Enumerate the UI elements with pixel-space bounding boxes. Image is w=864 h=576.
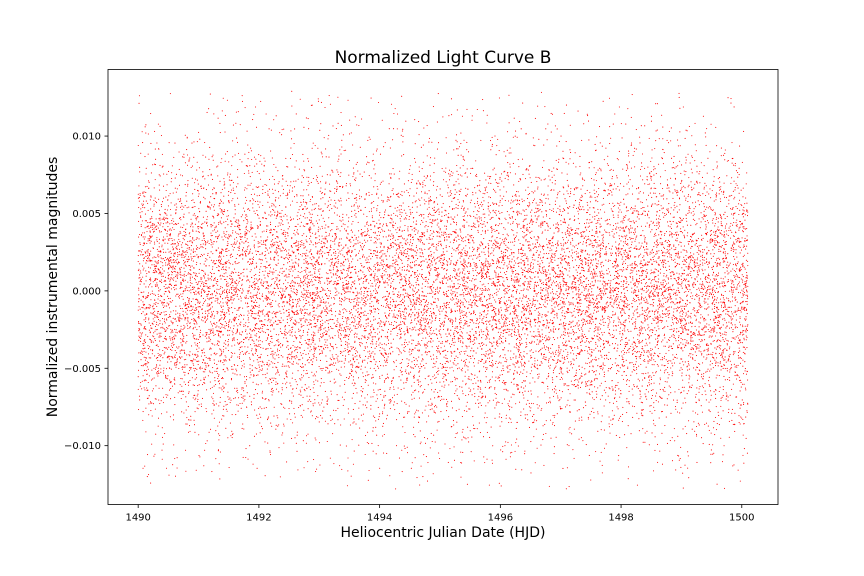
y-tick-label: −0.005 — [64, 364, 101, 375]
x-tick-label: 1490 — [125, 513, 150, 524]
y-tick-label: 0.005 — [72, 209, 101, 220]
x-axis: 1490 1492 1494 1496 1498 1500 — [125, 504, 755, 524]
x-axis-label: Heliocentric Julian Date (HJD) — [341, 525, 546, 541]
y-axis: −0.010 −0.005 0.000 0.005 0.010 — [64, 132, 108, 452]
y-axis-label: Normalized instrumental magnitudes — [45, 157, 61, 418]
x-tick-label: 1494 — [367, 513, 392, 524]
x-tick-label: 1500 — [729, 513, 754, 524]
y-tick-label: −0.010 — [64, 441, 101, 452]
y-tick-label: 0.010 — [72, 132, 101, 143]
x-tick-label: 1498 — [608, 513, 633, 524]
chart-title: Normalized Light Curve B — [335, 48, 552, 68]
scatter-point-cloud — [137, 90, 749, 490]
plot-frame — [107, 69, 779, 505]
x-tick-label: 1492 — [246, 513, 271, 524]
x-tick-label: 1496 — [488, 513, 513, 524]
scatter-points — [137, 90, 749, 490]
y-tick-label: 0.000 — [72, 286, 101, 297]
